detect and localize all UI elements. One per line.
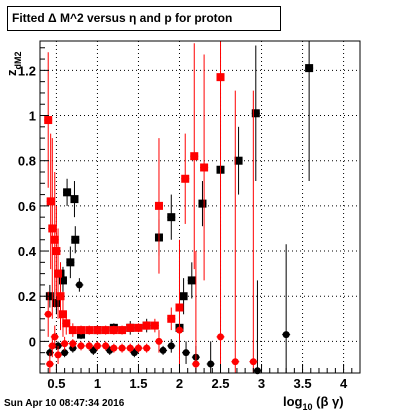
data-point-square — [70, 195, 79, 204]
plot-frame — [39, 40, 361, 374]
data-point-square — [68, 326, 77, 335]
data-point-circle — [61, 340, 69, 348]
data-point-square — [154, 201, 163, 210]
data-point-square — [190, 152, 199, 161]
data-point-square — [305, 64, 314, 73]
data-point-square — [56, 292, 65, 301]
data-point-square — [48, 224, 57, 233]
timestamp: Sun Apr 10 08:47:34 2016 — [4, 398, 125, 409]
data-point-circle — [102, 342, 110, 350]
y-tick-label: 0.6 — [18, 199, 36, 214]
data-point-square — [187, 276, 196, 285]
data-point-square — [46, 197, 55, 206]
x-tick-label: 1.5 — [129, 376, 147, 391]
data-point-circle — [143, 344, 151, 352]
data-point-circle — [110, 344, 118, 352]
data-point-square — [62, 319, 71, 328]
data-point-square — [167, 314, 176, 323]
data-point-circle — [130, 349, 138, 357]
data-point-circle — [75, 281, 83, 289]
data-point-square — [71, 235, 80, 244]
x-tick-label: 1 — [94, 376, 101, 391]
data-point-circle — [48, 342, 56, 350]
data-point-square — [251, 109, 260, 118]
data-point-square — [45, 292, 54, 301]
axes: 0.5 1 1.5 2 2.5 3 3.5 4 0 0.2 0.4 0.6 0.8 1 1.2 — [18, 47, 361, 391]
data-point-square — [109, 326, 118, 335]
data-point-circle — [44, 310, 52, 318]
data-point-square — [200, 163, 209, 172]
y-tick-label: 0.4 — [18, 244, 37, 259]
data-point-square — [181, 174, 190, 183]
data-point-circle — [126, 344, 134, 352]
data-point-circle — [51, 333, 59, 341]
y-tick-label: 1 — [29, 109, 36, 124]
x-tick-label: 3 — [258, 376, 265, 391]
data-point-square — [77, 326, 86, 335]
data-point-square — [54, 269, 63, 278]
data-point-square — [142, 321, 151, 330]
data-point-square — [50, 235, 59, 244]
data-point-square — [167, 213, 176, 222]
data-point-circle — [207, 360, 215, 368]
data-point-square — [58, 310, 67, 319]
data-point-square — [66, 258, 75, 267]
data-point-circle — [93, 342, 101, 350]
y-tick-label: 0.8 — [18, 154, 36, 169]
data-point-circle — [282, 331, 290, 339]
data-point-square — [216, 73, 225, 82]
data-point-square — [44, 116, 53, 125]
x-tick-label: 3.5 — [294, 376, 312, 391]
data-point-square — [118, 326, 127, 335]
data-point-circle — [134, 344, 142, 352]
data-point-circle — [69, 340, 77, 348]
data-point-circle — [217, 333, 225, 341]
data-point-square — [93, 326, 102, 335]
data-point-circle — [46, 360, 54, 368]
chart-title: Fitted Δ M^2 versus η and p for proton — [7, 6, 281, 31]
data-point-circle — [231, 358, 239, 366]
data-point-circle — [253, 367, 261, 375]
data-series — [44, 41, 314, 375]
data-point-circle — [182, 349, 190, 357]
data-point-square — [179, 292, 188, 301]
data-point-circle — [61, 349, 69, 357]
data-point-square — [52, 298, 61, 307]
data-point-square — [126, 323, 135, 332]
data-point-circle — [89, 346, 97, 354]
data-point-circle — [175, 326, 183, 334]
x-tick-label: 2 — [176, 376, 183, 391]
data-point-circle — [192, 360, 200, 368]
data-point-circle — [77, 342, 85, 350]
x-tick-label: 2.5 — [211, 376, 229, 391]
data-point-circle — [159, 346, 167, 354]
data-point-circle — [54, 351, 62, 359]
data-point-square — [52, 247, 61, 256]
data-point-square — [101, 326, 110, 335]
data-point-square — [150, 321, 159, 330]
data-point-square — [134, 323, 143, 332]
data-point-square — [63, 188, 72, 197]
data-point-square — [198, 199, 207, 208]
x-tick-label: 0.5 — [47, 376, 65, 391]
data-point-circle — [249, 358, 257, 366]
data-point-circle — [85, 342, 93, 350]
data-point-circle — [167, 342, 175, 350]
y-tick-label: 1.2 — [18, 63, 36, 78]
data-point-square — [85, 326, 94, 335]
y-tick-label: 0.2 — [18, 289, 36, 304]
y-tick-label: 0 — [29, 334, 36, 349]
data-point-square — [58, 276, 67, 285]
data-point-square — [234, 156, 243, 165]
x-tick-label: 4 — [340, 376, 348, 391]
data-point-circle — [118, 344, 126, 352]
data-point-circle — [155, 337, 163, 345]
x-axis-label: log10 (β γ) — [283, 394, 344, 412]
